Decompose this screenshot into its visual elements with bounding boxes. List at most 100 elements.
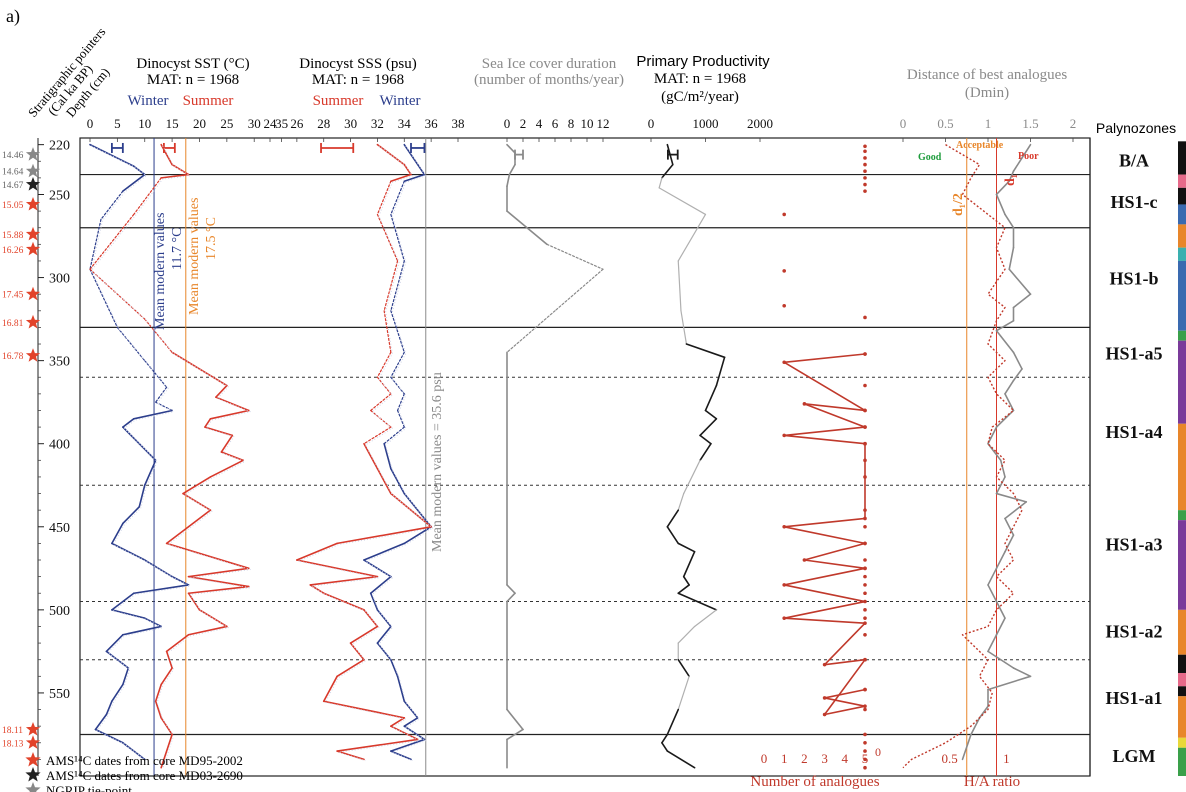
series-segment bbox=[506, 584, 516, 595]
series-segment bbox=[165, 650, 173, 669]
sss-error-bar-1 bbox=[410, 142, 426, 153]
pp-tick-label-2: 2000 bbox=[747, 116, 773, 131]
series-segment bbox=[995, 476, 1006, 495]
analogue-marker-34 bbox=[863, 765, 867, 770]
analogues-tick-label-4: 4 bbox=[842, 751, 849, 766]
series-segment bbox=[666, 750, 696, 769]
stratigraphic-pointers: 14.46 14.64 14.67 15.05 15.88 16.26 17.45 16.81… bbox=[2, 147, 41, 749]
ice-tick-label-0: 0 bbox=[504, 116, 511, 131]
color-strip-segment-16 bbox=[1178, 696, 1186, 738]
series-segment bbox=[396, 675, 406, 703]
series-segment bbox=[546, 243, 604, 270]
series-segment bbox=[390, 467, 406, 495]
d-half-label: d₁/2 bbox=[951, 193, 966, 216]
series-segment bbox=[132, 165, 146, 176]
depth-tick-label-6: 500 bbox=[49, 604, 70, 619]
series-segment bbox=[209, 459, 245, 478]
pointer-star-0-icon bbox=[25, 147, 41, 161]
dmin-series-1 bbox=[902, 144, 1023, 769]
panel-pp: 0 1000 2000 bbox=[648, 116, 773, 769]
analogue-point-1 bbox=[782, 360, 786, 365]
legend-ngrip: NGRIP tie-point bbox=[46, 783, 132, 792]
series-segment bbox=[506, 143, 516, 154]
series-segment bbox=[171, 351, 228, 387]
color-strip-segment-0 bbox=[1178, 141, 1186, 175]
analogue-marker-0 bbox=[863, 144, 867, 149]
series-shadow bbox=[297, 145, 434, 762]
series-segment bbox=[383, 310, 392, 353]
analogue-point-7 bbox=[863, 516, 867, 521]
series-segment bbox=[187, 567, 250, 578]
series-segment bbox=[987, 567, 998, 586]
sst-summer-modern-line-2: 17.5 °C bbox=[204, 217, 219, 260]
series-segment bbox=[187, 592, 201, 611]
series-segment bbox=[383, 426, 405, 445]
analogues-tick-label-1: 1 bbox=[781, 751, 788, 766]
series-segment bbox=[309, 575, 379, 586]
series-segment bbox=[122, 417, 135, 428]
analogue-point-12 bbox=[782, 583, 786, 587]
analogue-marker-6 bbox=[863, 182, 867, 187]
ha-tick-label-zero: 0 bbox=[875, 745, 881, 759]
sss-tick-label-4: 32 bbox=[371, 116, 384, 131]
pp-series-0 bbox=[658, 143, 726, 769]
color-strip-segment-10 bbox=[1178, 510, 1186, 521]
analogue-marker-22 bbox=[863, 583, 867, 587]
pp-tick-label-1: 1000 bbox=[693, 116, 719, 131]
panel-sst: 0 5 10 15 20 25 30 35 bbox=[87, 116, 288, 776]
series-segment bbox=[187, 575, 250, 588]
series-segment bbox=[693, 609, 718, 628]
analogue-marker-32 bbox=[863, 749, 867, 753]
series-segment bbox=[508, 163, 516, 176]
series-segment bbox=[677, 492, 685, 511]
ice-tick-label-5: 10 bbox=[581, 116, 594, 131]
palynozone-label-6: HS1-a2 bbox=[1105, 622, 1162, 642]
series-segment bbox=[390, 750, 412, 761]
series-segment bbox=[154, 700, 162, 719]
series-segment bbox=[105, 700, 113, 716]
sst-tick-label-1: 5 bbox=[114, 116, 121, 131]
dmin-tick-label-4: 2 bbox=[1070, 116, 1077, 131]
analogues-tick-label-3: 3 bbox=[821, 751, 828, 766]
series-segment bbox=[995, 550, 1006, 570]
analogue-marker-1 bbox=[863, 149, 867, 154]
color-strip-segment-1 bbox=[1178, 174, 1186, 188]
series-segment bbox=[322, 700, 406, 719]
ice-title-line-1: Sea Ice cover duration bbox=[482, 56, 617, 72]
analogue-marker-30 bbox=[863, 732, 867, 737]
ice-tick-label-4: 8 bbox=[568, 116, 575, 131]
series-segment bbox=[783, 525, 866, 545]
series-segment bbox=[666, 509, 680, 528]
series-segment bbox=[155, 401, 173, 412]
pointer-star-2-icon bbox=[25, 177, 41, 191]
series-segment bbox=[699, 434, 712, 445]
pointer-star-9-icon bbox=[25, 722, 41, 736]
series-segment bbox=[661, 741, 669, 752]
series-segment bbox=[165, 525, 190, 545]
series-segment bbox=[987, 584, 998, 603]
depth-axis: 220 250 300 350 400 450 500 550 bbox=[38, 139, 70, 760]
series-segment bbox=[823, 688, 866, 699]
palynozone-label-7: HS1-a1 bbox=[1105, 688, 1162, 708]
palynozone-label-5: HS1-a3 bbox=[1105, 534, 1162, 554]
series-shadow bbox=[91, 145, 251, 770]
ice-title-line-2: (number of months/year) bbox=[474, 72, 624, 88]
color-strip-segment-13 bbox=[1178, 654, 1186, 673]
pointer-label-1: 14.64 bbox=[2, 168, 24, 178]
series-segment bbox=[215, 384, 228, 398]
series-segment bbox=[89, 268, 118, 329]
pp-unit: (gC/m²/year) bbox=[661, 89, 739, 105]
series-segment bbox=[322, 675, 338, 703]
color-strip-segment-2 bbox=[1178, 187, 1186, 205]
series-segment bbox=[143, 459, 157, 487]
series-segment bbox=[995, 193, 1006, 216]
analogues-tick-label-2: 2 bbox=[801, 751, 808, 766]
sss-summer-label: Summer bbox=[313, 93, 364, 109]
series-segment bbox=[783, 517, 866, 528]
series-segment bbox=[363, 542, 406, 561]
series-segment bbox=[1012, 293, 1032, 309]
sss-tick-label-5: 34 bbox=[398, 116, 412, 131]
palynozone-labels: B/A HS1-c HS1-b HS1-a5 HS1-a4 HS1-a3 HS1-a2 HS1… bbox=[1105, 151, 1162, 767]
series-segment bbox=[1021, 143, 1032, 159]
series-segment bbox=[682, 550, 696, 578]
